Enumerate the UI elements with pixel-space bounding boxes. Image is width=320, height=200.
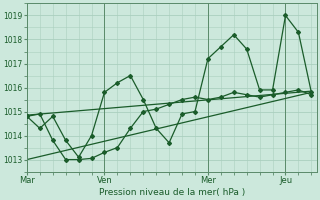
X-axis label: Pression niveau de la mer( hPa ): Pression niveau de la mer( hPa ) bbox=[99, 188, 245, 197]
